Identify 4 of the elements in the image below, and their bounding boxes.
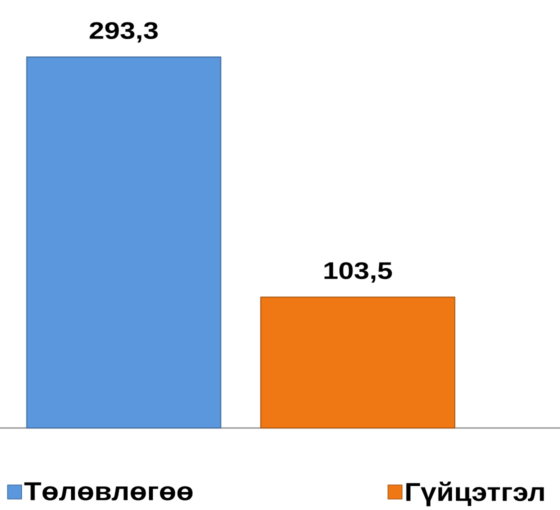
data-label: 293,3 — [90, 22, 158, 42]
legend-label: Гүйцэтгэл — [406, 482, 544, 506]
legend-label: Төлөвлөгөө — [24, 482, 193, 500]
data-label: 103,5 — [324, 262, 392, 283]
